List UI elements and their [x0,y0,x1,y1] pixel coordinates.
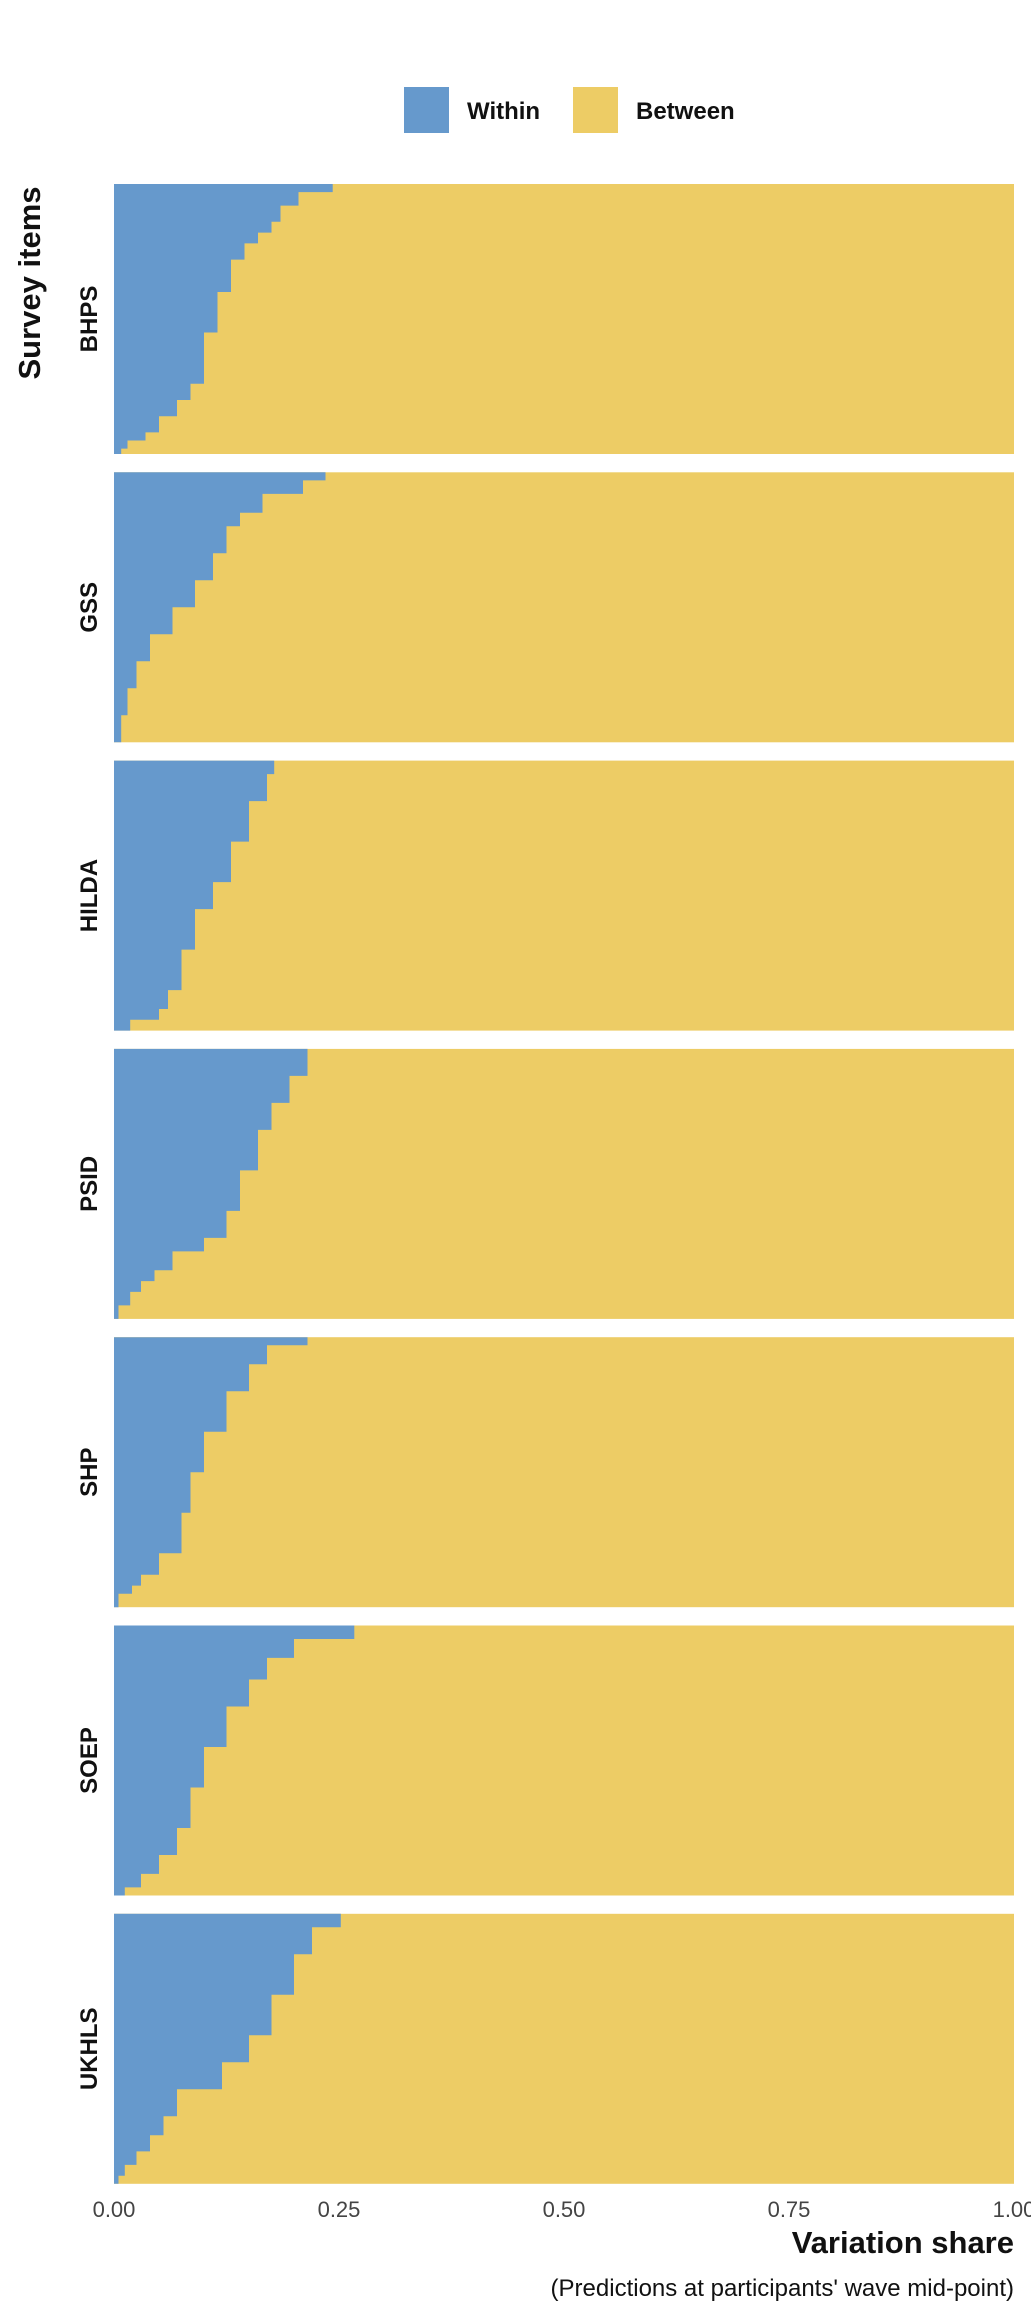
x-tick-label: 1.00 [993,2197,1031,2222]
facet-panel-bhps: BHPS [76,184,1014,454]
facet-label-bhps: BHPS [76,286,103,353]
within-area-gss [114,472,326,743]
facet-panel-psid: PSID [76,1048,1014,1319]
facet-label-hilda: HILDA [76,859,103,932]
x-tick-label: 0.25 [318,2197,361,2222]
facet-label-soep: SOEP [76,1727,103,1794]
chart-caption: (Predictions at participants' wave mid-p… [551,2275,1014,2302]
within-area-soep [114,1625,355,1896]
legend-label-within: Within [467,98,540,125]
facet-panels: BHPS GSS HILDA PSID SHP SOEP UKHLS [76,184,1014,2184]
legend-label-between: Between [636,98,735,125]
between-area-shp [114,1337,1014,1608]
facet-panel-hilda: HILDA [76,760,1014,1031]
x-tick-label: 0.00 [93,2197,136,2222]
within-area-bhps [114,184,333,454]
within-area-ukhls [114,1913,341,2184]
facet-label-shp: SHP [76,1448,103,1497]
legend: Within Between [404,87,735,133]
facet-label-psid: PSID [76,1156,103,1212]
facet-panel-soep: SOEP [76,1625,1014,1896]
facet-label-gss: GSS [76,582,103,633]
y-axis-title: Survey items [12,187,47,380]
x-tick-label: 0.50 [543,2197,586,2222]
x-axis-ticks: 0.00 0.25 0.50 0.75 1.00 [93,2197,1031,2222]
within-area-shp [114,1337,308,1608]
facet-label-ukhls: UKHLS [76,2007,103,2090]
within-area-psid [114,1048,308,1319]
legend-swatch-within [404,87,449,133]
facet-panel-gss: GSS [76,472,1014,743]
legend-swatch-between [573,87,618,133]
between-area-gss [114,472,1014,743]
facet-panel-ukhls: UKHLS [76,1913,1014,2184]
facet-panel-shp: SHP [76,1337,1014,1608]
within-area-hilda [114,760,275,1031]
x-axis-title: Variation share [792,2225,1014,2260]
x-tick-label: 0.75 [768,2197,811,2222]
between-area-hilda [114,760,1014,1031]
